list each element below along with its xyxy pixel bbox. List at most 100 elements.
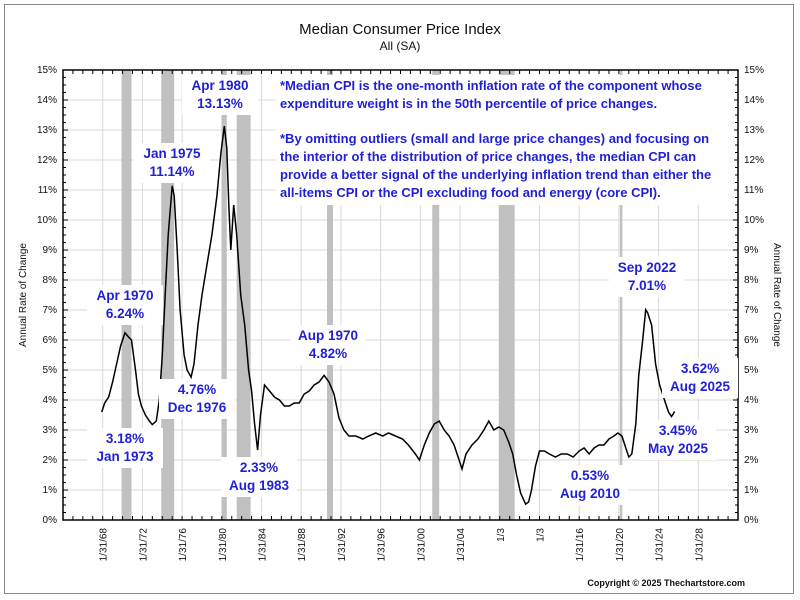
x-tick-label: 1/31/96 <box>377 528 388 562</box>
annotation-background <box>662 358 738 398</box>
annotation-label: Apr 1980 <box>191 78 248 93</box>
annotation-background <box>552 465 628 505</box>
annotation-label: 6.24% <box>106 306 144 321</box>
chart-subtitle: All (SA) <box>380 39 421 53</box>
y-axis-label-left: Annual Rate of Change <box>18 243 29 347</box>
note-text: all-items CPI or the CPI excluding food … <box>280 185 661 200</box>
y-tick-label-left: 2% <box>43 455 58 466</box>
annotation-background <box>134 143 210 183</box>
annotation-background <box>87 285 163 325</box>
y-tick-label-right: 2% <box>744 455 759 466</box>
recession-band <box>221 70 227 520</box>
x-tick-label: 1/31/20 <box>615 528 626 562</box>
annotation-label: Aug 1983 <box>229 478 290 493</box>
x-tick-label: 1/31/28 <box>694 528 705 562</box>
annotation-background <box>159 379 235 419</box>
y-tick-label-left: 12% <box>37 155 57 166</box>
x-tick-label: 1/31/84 <box>258 528 269 562</box>
x-tick-label: 1/31/00 <box>416 528 427 562</box>
x-tick-label: 1/31/72 <box>138 528 149 562</box>
chart-title: Median Consumer Price Index <box>299 21 501 38</box>
y-tick-label-left: 0% <box>43 515 58 526</box>
annotation-label: Aug 2025 <box>670 379 731 394</box>
y-tick-label-right: 15% <box>744 65 764 76</box>
x-tick-label: 1/31/04 <box>456 528 467 562</box>
note-text: provide a better signal of the underlyin… <box>280 167 711 182</box>
annotation-background <box>609 257 685 297</box>
annotation-background <box>182 75 258 115</box>
note-text: expenditure weight is in the 50th percen… <box>280 96 657 111</box>
y-tick-label-right: 12% <box>744 155 764 166</box>
annotation-label: 4.76% <box>178 382 216 397</box>
y-tick-label-right: 9% <box>744 245 759 256</box>
notes-background <box>276 75 734 205</box>
y-tick-label-left: 13% <box>37 125 57 136</box>
y-tick-label-right: 10% <box>744 215 764 226</box>
y-tick-label-left: 11% <box>38 185 57 196</box>
annotation-label: Jan 1975 <box>143 146 201 161</box>
y-tick-label-right: 7% <box>744 305 759 316</box>
y-tick-label-left: 3% <box>43 425 58 436</box>
annotation-label: 7.01% <box>628 278 666 293</box>
copyright: Copyright © 2025 Thechartstore.com <box>587 578 745 588</box>
note-text: *Median CPI is the one-month inflation r… <box>280 78 702 93</box>
annotation-label: 3.62% <box>681 361 719 376</box>
x-tick-label: 1/31/68 <box>99 528 110 562</box>
annotation-label: May 2025 <box>648 441 709 456</box>
y-tick-label-right: 1% <box>744 485 759 496</box>
recession-band <box>236 70 251 520</box>
y-tick-label-left: 8% <box>43 275 58 286</box>
x-tick-label: 1/31/76 <box>178 528 189 562</box>
y-tick-label-right: 11% <box>744 185 763 196</box>
annotation-background <box>290 325 366 365</box>
note-text: the interior of the distribution of pric… <box>280 149 696 164</box>
y-tick-label-left: 1% <box>43 485 58 496</box>
x-tick-label: 1/31/92 <box>337 528 348 562</box>
series-line <box>100 126 676 506</box>
annotation-label: 13.13% <box>197 96 243 111</box>
y-tick-label-left: 7% <box>43 305 58 316</box>
y-tick-label-right: 5% <box>744 365 759 376</box>
y-axis-label-right: Annual Rate of Change <box>771 243 782 347</box>
annotation-label: Jan 1973 <box>96 449 154 464</box>
x-tick-label: 1/31/24 <box>655 528 666 562</box>
annotation-label: Sep 2022 <box>618 260 677 275</box>
y-tick-label-left: 4% <box>43 395 58 406</box>
annotation-background <box>640 420 716 460</box>
annotation-label: 11.14% <box>149 164 194 179</box>
x-tick-label: 1/31/16 <box>575 528 586 562</box>
y-tick-label-right: 0% <box>744 515 759 526</box>
y-tick-label-left: 10% <box>37 215 57 226</box>
annotation-background <box>221 457 297 497</box>
y-tick-label-left: 15% <box>37 65 57 76</box>
y-tick-label-left: 5% <box>43 365 58 376</box>
y-tick-label-left: 14% <box>37 95 57 106</box>
y-tick-label-right: 6% <box>744 335 759 346</box>
y-tick-label-left: 9% <box>43 245 58 256</box>
annotation-label: Dec 1976 <box>168 400 227 415</box>
annotation-label: Aug 2010 <box>560 486 620 501</box>
y-tick-label-right: 3% <box>744 425 759 436</box>
annotation-label: 4.82% <box>309 346 347 361</box>
recession-band <box>161 70 175 520</box>
recession-band <box>327 70 333 520</box>
y-tick-label-right: 4% <box>744 395 759 406</box>
x-tick-label: 1/3 <box>496 528 507 542</box>
annotation-label: 3.45% <box>659 423 697 438</box>
plot-border <box>62 69 739 521</box>
y-tick-label-left: 6% <box>43 335 58 346</box>
chart-frame <box>4 4 794 594</box>
recession-band <box>432 70 440 520</box>
annotation-label: 0.53% <box>571 468 609 483</box>
y-tick-label-right: 8% <box>744 275 759 286</box>
x-tick-label: 1/3 <box>535 528 546 542</box>
y-tick-label-right: 14% <box>744 95 764 106</box>
y-tick-label-right: 13% <box>744 125 764 136</box>
note-text: *By omitting outliers (small and large p… <box>280 131 709 146</box>
annotation-label: Apr 1970 <box>96 288 153 303</box>
annotation-label: 2.33% <box>240 460 278 475</box>
x-tick-label: 1/31/80 <box>218 528 229 562</box>
x-tick-label: 1/31/88 <box>297 528 308 562</box>
annotation-label: 3.18% <box>106 431 144 446</box>
